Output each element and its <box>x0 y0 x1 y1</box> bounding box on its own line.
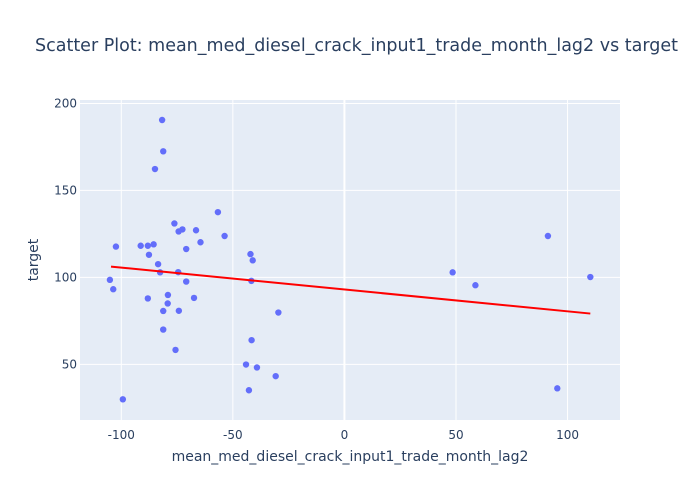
scatter-point <box>272 372 279 380</box>
scatter-point <box>554 385 561 392</box>
trendline <box>110 265 591 315</box>
scatter-point <box>154 260 162 268</box>
scatter-point <box>190 294 198 302</box>
scatter-point <box>175 307 183 314</box>
y-tick-labels: 50 100 150 200 <box>54 96 77 371</box>
x-tick-label: -50 <box>223 428 243 442</box>
chart-title: Scatter Plot: mean_med_diesel_crack_inpu… <box>35 36 678 56</box>
x-tick-label: 50 <box>448 428 463 442</box>
scatter-point <box>221 232 228 240</box>
scatter-point <box>197 239 204 246</box>
x-tick-labels: -100 -50 0 50 100 <box>108 428 579 442</box>
x-tick-label: 100 <box>556 428 579 442</box>
scatter-point <box>214 208 222 216</box>
scatter-point <box>275 309 282 316</box>
scatter-point <box>137 242 144 249</box>
scatter-point <box>587 273 594 281</box>
grid <box>80 100 620 420</box>
scatter-point <box>119 396 127 403</box>
scatter-point <box>160 326 167 333</box>
scatter-point <box>175 228 182 235</box>
scatter-point <box>192 227 200 234</box>
y-tick-label: 200 <box>54 96 77 110</box>
scatter-point <box>171 220 178 227</box>
scatter-point <box>160 307 167 315</box>
scatter-point <box>247 250 254 258</box>
scatter-point <box>164 291 172 299</box>
scatter-point <box>172 346 179 354</box>
scatter-point <box>449 269 456 276</box>
scatter-point <box>472 282 479 289</box>
scatter-point <box>151 165 159 173</box>
scatter-point <box>144 295 152 302</box>
x-tick-label: 0 <box>341 428 349 442</box>
y-tick-label: 150 <box>54 183 77 197</box>
scatter-point <box>112 243 120 250</box>
y-tick-label: 100 <box>54 270 77 284</box>
x-tick-label: -100 <box>108 428 135 442</box>
scatter-point <box>106 276 114 284</box>
plot-background <box>80 100 620 420</box>
scatter-point <box>158 116 166 124</box>
scatter-point <box>248 336 255 344</box>
scatter-point <box>145 251 153 258</box>
scatter-point <box>253 364 261 371</box>
scatter-point <box>183 245 190 253</box>
scatter-point <box>150 241 157 248</box>
scatter-point <box>242 361 250 368</box>
scatter-point <box>164 300 171 307</box>
scatter-point <box>544 232 552 240</box>
scatter-point <box>183 278 190 285</box>
scatter-point <box>110 286 117 293</box>
data-points <box>106 116 594 403</box>
scatter-point <box>160 148 167 155</box>
scatter-point <box>144 242 152 249</box>
y-axis-title: target <box>26 238 42 281</box>
scatter-point <box>245 387 253 394</box>
scatter-point <box>249 257 256 264</box>
x-axis-title: mean_med_diesel_crack_input1_trade_month… <box>172 449 529 465</box>
y-tick-label: 50 <box>62 357 77 371</box>
